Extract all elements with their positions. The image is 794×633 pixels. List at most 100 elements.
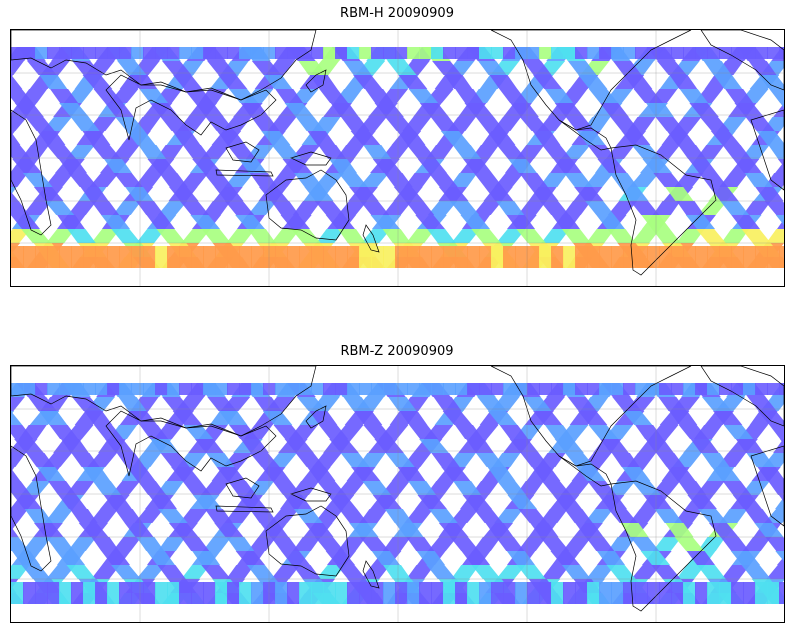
swath-segment <box>284 439 314 453</box>
swath-segment <box>82 467 111 481</box>
swath-segment <box>23 47 36 59</box>
swath-segment <box>182 145 212 159</box>
swath-segment <box>203 383 216 395</box>
swath-segment <box>299 383 312 395</box>
swath-segment <box>409 425 439 439</box>
swath-segment <box>479 47 492 59</box>
swath-segment <box>104 159 132 173</box>
swath-segment <box>725 89 754 103</box>
swath-segment <box>47 383 60 395</box>
swath-segment <box>95 246 108 268</box>
swath-segment <box>395 47 408 59</box>
swath-segment <box>587 383 600 395</box>
swath-segment <box>554 103 584 117</box>
swath-segment <box>678 145 707 159</box>
swath-segment <box>612 61 642 75</box>
swath-segment <box>731 47 744 59</box>
swath-segment <box>229 425 259 439</box>
swath-segment <box>191 582 204 604</box>
swath-segment <box>779 47 784 59</box>
swath-segment <box>60 439 89 453</box>
swath-segment <box>609 173 638 187</box>
swath-segment <box>449 509 479 523</box>
swath-segment <box>311 246 324 268</box>
swath-segment <box>455 89 484 103</box>
swath-segment <box>623 47 636 59</box>
swath-segment <box>11 61 24 75</box>
swath-segment <box>755 246 768 268</box>
swath-segment <box>587 582 600 604</box>
swath-segment <box>678 425 709 439</box>
swath-segment <box>337 229 366 243</box>
swath-segment <box>719 383 732 395</box>
swath-segment <box>304 187 334 201</box>
swath-segment <box>415 215 445 229</box>
swath-segment <box>227 383 240 395</box>
swath-segment <box>532 131 561 145</box>
swath-segment <box>203 173 233 187</box>
swath-segment <box>387 61 417 75</box>
swath-segment <box>35 246 48 268</box>
swath-segment <box>463 159 492 173</box>
swath-segment <box>766 565 784 579</box>
swath-segment <box>167 582 180 604</box>
swath-segment <box>336 565 366 579</box>
swath-segment <box>427 229 456 243</box>
swath-segment <box>574 187 604 201</box>
swath-segment <box>576 467 606 481</box>
swath-segment <box>633 89 664 103</box>
swath-segment <box>337 537 366 551</box>
swath-segment <box>275 383 288 395</box>
swath-segment <box>654 509 683 523</box>
swath-segment <box>44 201 75 215</box>
swath-segment <box>497 481 527 495</box>
swath-segment <box>125 187 154 201</box>
swath-segment <box>11 191 19 201</box>
swath-segment <box>631 229 661 243</box>
swath-segment <box>697 201 728 215</box>
swath-segment <box>219 411 248 425</box>
swath-segment <box>23 383 36 395</box>
swath-segment <box>406 145 437 159</box>
swath-segment <box>742 201 772 215</box>
swath-segment <box>204 509 233 523</box>
swath-segment <box>107 582 120 604</box>
swath-segment <box>359 537 390 551</box>
swath-segment <box>91 145 122 159</box>
swath-segment <box>599 383 612 395</box>
swath-segment <box>71 453 100 467</box>
swath-segment <box>741 229 771 243</box>
swath-segment <box>59 246 72 268</box>
panel-title-rbm-h: RBM-H 20090909 <box>340 6 454 21</box>
swath-segment <box>287 246 300 268</box>
swath-segment <box>347 582 360 604</box>
swath-segment <box>744 509 773 523</box>
swath-segment <box>193 495 222 509</box>
swath-segment <box>472 537 501 551</box>
swath-segment <box>756 131 784 145</box>
swath-segment <box>665 523 694 537</box>
swath-segment <box>269 509 299 523</box>
swath-segment <box>47 582 60 604</box>
swath-segment <box>539 537 570 551</box>
swath-segment <box>563 383 576 395</box>
swath-segment <box>382 229 411 243</box>
swath-segment <box>690 439 719 453</box>
swath-segment <box>167 47 180 59</box>
swath-segment <box>101 551 130 565</box>
swath-segment <box>491 582 504 604</box>
swath-segment <box>382 201 412 215</box>
swath-segment <box>316 481 347 495</box>
swath-segment <box>520 453 550 467</box>
swath-segment <box>611 246 624 268</box>
swath-segment <box>235 551 265 565</box>
swath-segment <box>491 246 504 268</box>
swath-segment <box>695 582 708 604</box>
swath-segment <box>205 117 235 131</box>
swath-segment <box>645 439 674 453</box>
swath-segment <box>314 201 345 215</box>
swath-segment <box>431 582 444 604</box>
coastline <box>305 405 327 429</box>
swath-segment <box>696 229 726 243</box>
swath-segment <box>631 565 661 579</box>
